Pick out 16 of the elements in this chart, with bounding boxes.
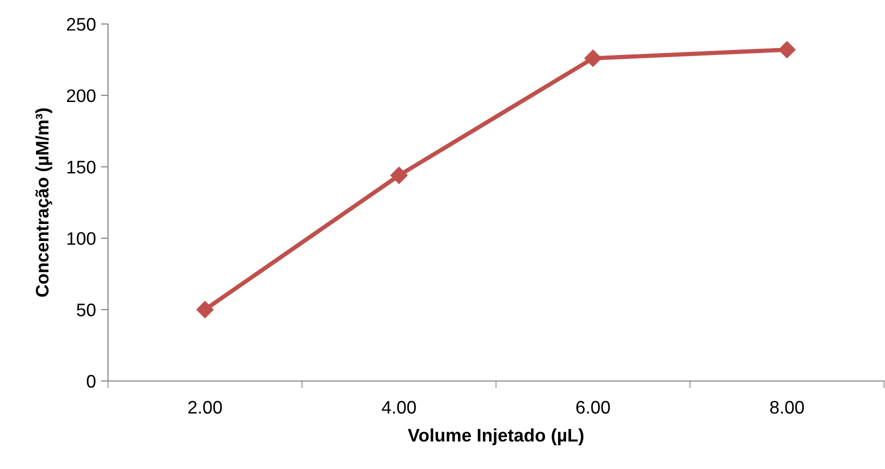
point xyxy=(584,50,602,67)
x-axis-title: Volume Injetado (µL) xyxy=(408,428,584,446)
point xyxy=(390,166,408,184)
x-tick-label: 8.00 xyxy=(770,400,804,414)
x-tick-label: 6.00 xyxy=(576,400,610,414)
x-tick-label: 2.00 xyxy=(188,400,222,414)
y-tick-label: 250 xyxy=(66,18,96,31)
x-tick-label: 4.00 xyxy=(382,400,416,414)
y-tick-label: 150 xyxy=(67,160,96,174)
y-tick-label: 200 xyxy=(66,89,96,102)
y-tick-label: 50 xyxy=(76,304,96,316)
y-tick-label: 100 xyxy=(67,232,96,245)
y-axis-title: Concentração (µM/m³) xyxy=(35,108,52,297)
point xyxy=(778,41,796,58)
y-tick-label: 0 xyxy=(86,374,96,388)
point xyxy=(196,301,214,318)
